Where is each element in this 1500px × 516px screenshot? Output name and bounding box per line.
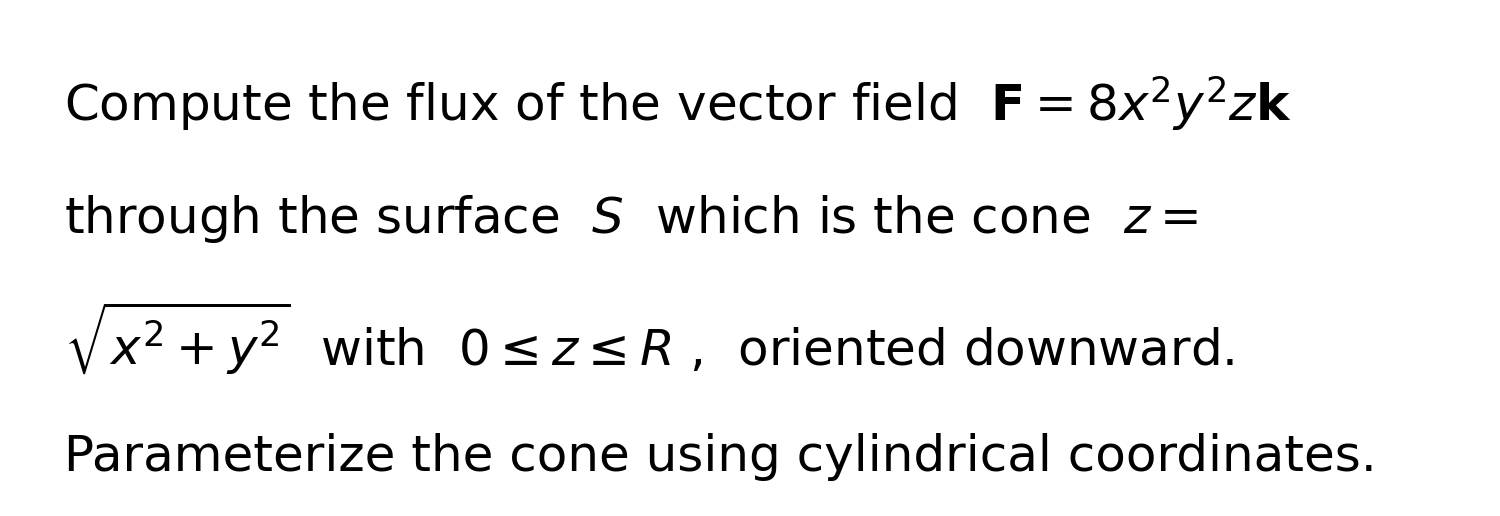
Text: Compute the flux of the vector field  $\mathbf{F} = 8x^2y^2z\mathbf{k}$: Compute the flux of the vector field $\m… bbox=[64, 74, 1292, 133]
Text: Parameterize the cone using cylindrical coordinates.: Parameterize the cone using cylindrical … bbox=[64, 432, 1377, 481]
Text: $\sqrt{x^2 + y^2}$  with  $0 \leq z \leq R$ ,  oriented downward.: $\sqrt{x^2 + y^2}$ with $0 \leq z \leq R… bbox=[64, 299, 1234, 377]
Text: through the surface  $S$  which is the cone  $z =$: through the surface $S$ which is the con… bbox=[64, 194, 1198, 245]
